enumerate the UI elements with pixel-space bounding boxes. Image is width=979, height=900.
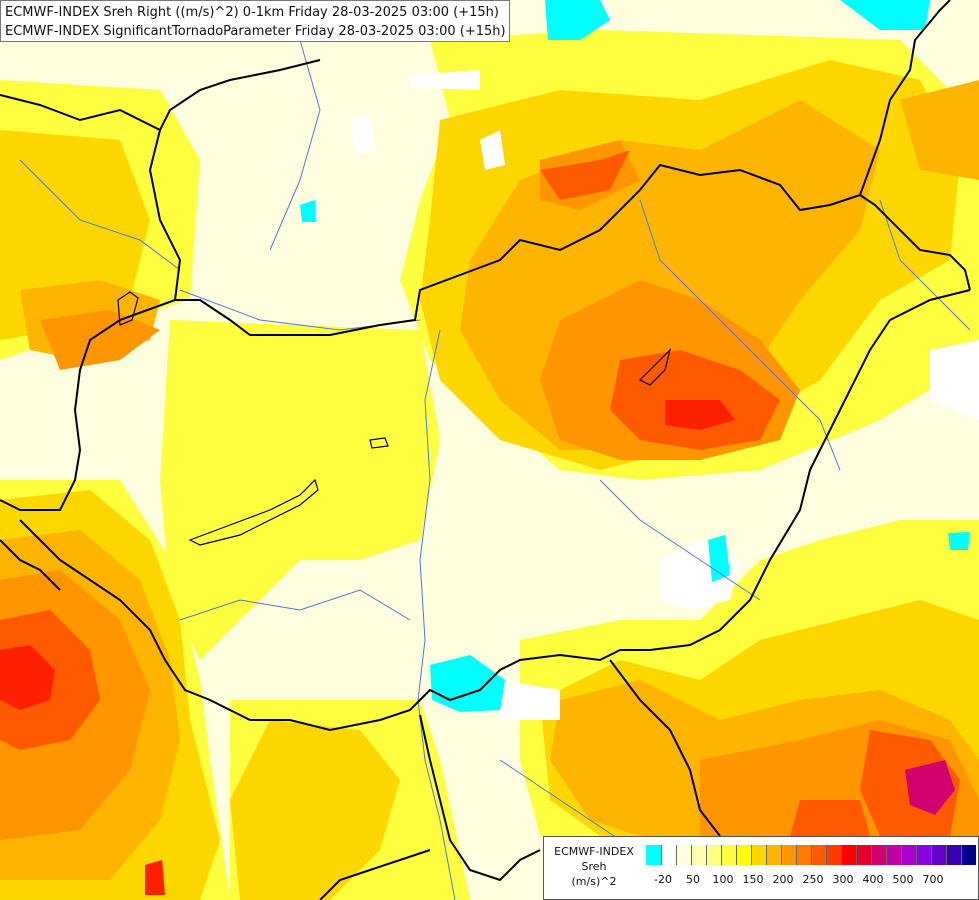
legend-swatch xyxy=(931,845,946,865)
legend-swatch xyxy=(946,845,961,865)
legend-swatch xyxy=(766,845,781,865)
legend-title-unit: (m/s)^2 xyxy=(571,875,617,888)
legend-tick-label: 100 xyxy=(712,873,734,886)
legend-swatch xyxy=(751,845,766,865)
legend-title-param: Sreh xyxy=(581,860,607,873)
legend-ticks: -20 50 100 150 200 250 300 400 500 700 xyxy=(646,873,976,889)
legend-swatch xyxy=(736,845,751,865)
legend-swatch xyxy=(646,845,661,865)
legend-tick-label: 400 xyxy=(862,873,884,886)
legend-swatch xyxy=(796,845,811,865)
legend-tick-label: -20 xyxy=(654,873,672,886)
legend-swatch xyxy=(826,845,841,865)
legend-tick-label: 500 xyxy=(892,873,914,886)
cyan-regions xyxy=(300,0,970,712)
map-title-box: ECMWF-INDEX Sreh Right ((m/s)^2) 0-1km F… xyxy=(0,0,510,42)
legend-tick-label: 700 xyxy=(922,873,944,886)
legend-swatch xyxy=(961,845,976,865)
legend-tick-label: 250 xyxy=(802,873,824,886)
legend-tick-label: 200 xyxy=(772,873,794,886)
legend-swatch xyxy=(916,845,931,865)
legend-swatch xyxy=(721,845,736,865)
legend-swatch xyxy=(811,845,826,865)
map-title-line1: ECMWF-INDEX Sreh Right ((m/s)^2) 0-1km F… xyxy=(5,5,499,20)
legend-swatch xyxy=(706,845,721,865)
legend-swatch xyxy=(691,845,706,865)
legend-tick-label: 150 xyxy=(742,873,764,886)
legend-tick-label: 50 xyxy=(686,873,700,886)
legend-tick-label: 300 xyxy=(832,873,854,886)
magenta-core-region xyxy=(905,760,955,815)
legend-swatch xyxy=(886,845,901,865)
legend-swatch xyxy=(781,845,796,865)
legend-swatch xyxy=(841,845,856,865)
legend-title-model: ECMWF-INDEX xyxy=(554,845,634,858)
legend-swatch xyxy=(871,845,886,865)
lakes xyxy=(117,291,672,546)
legend-title: ECMWF-INDEX Sreh (m/s)^2 xyxy=(548,844,640,889)
red-core-regions xyxy=(0,400,735,895)
legend-swatch xyxy=(856,845,871,865)
legend-swatch xyxy=(661,845,676,865)
legend-swatches xyxy=(646,845,976,865)
legend-swatch xyxy=(676,845,691,865)
map-title-line2: ECMWF-INDEX SignificantTornadoParameter … xyxy=(5,24,506,39)
color-legend: ECMWF-INDEX Sreh (m/s)^2 -20 50 100 150 200 2… xyxy=(543,836,979,900)
legend-swatch xyxy=(901,845,916,865)
